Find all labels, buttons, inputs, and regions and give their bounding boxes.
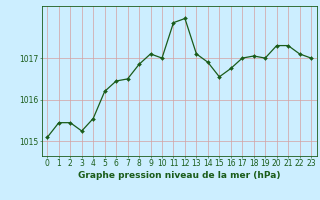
X-axis label: Graphe pression niveau de la mer (hPa): Graphe pression niveau de la mer (hPa) <box>78 171 280 180</box>
